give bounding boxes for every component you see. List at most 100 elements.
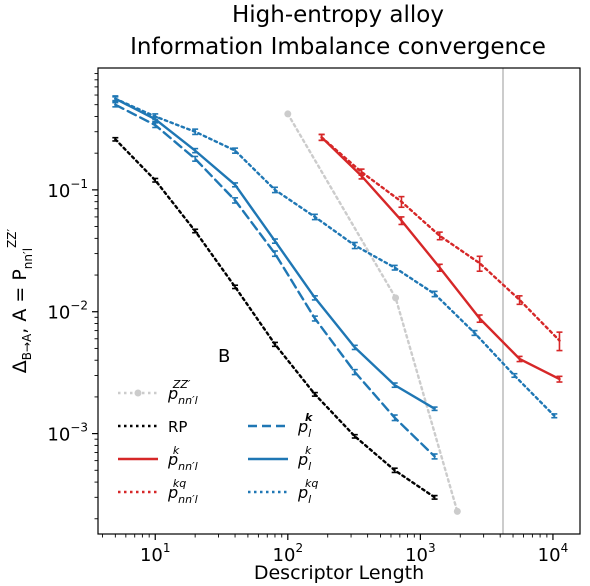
error-bar-4-8 bbox=[431, 453, 438, 460]
error-bar-2-4 bbox=[476, 314, 483, 324]
chart-title-line2: Information Imbalance convergence bbox=[130, 34, 546, 60]
error-bar-5-4 bbox=[271, 238, 278, 245]
plot-area: 101 102 103 104 10−1 10−2 10−3 bbox=[47, 67, 581, 566]
error-bar-6-4 bbox=[271, 186, 278, 194]
error-bar-1-7 bbox=[391, 467, 398, 474]
legend-label-2: pnn′lk bbox=[167, 444, 198, 473]
error-bar-2-2 bbox=[398, 216, 405, 226]
legend-label-6: plkq bbox=[297, 477, 318, 506]
x-tick-label-1: 102 bbox=[273, 541, 304, 566]
legend-item-2: pnn′lk bbox=[118, 444, 198, 473]
legend-item-0: pnn′lZZ′ bbox=[118, 378, 198, 407]
error-bar-5-8 bbox=[431, 406, 438, 412]
data-point-0-2 bbox=[453, 507, 461, 515]
error-bar-3-0 bbox=[318, 133, 325, 142]
chart-title-line1: High-entropy alloy bbox=[232, 2, 444, 28]
error-bar-6-10 bbox=[511, 372, 518, 379]
error-bar-4-2 bbox=[192, 155, 199, 162]
y-axis-label: ΔB→A, A = Pnn′lZZ′ bbox=[5, 228, 35, 373]
legend-label-1: RP bbox=[168, 418, 187, 436]
error-bar-2-6 bbox=[556, 375, 563, 383]
data-point-0-1 bbox=[392, 294, 400, 302]
series-6 bbox=[112, 95, 558, 419]
series-4 bbox=[112, 101, 438, 460]
error-bar-4-5 bbox=[311, 315, 318, 322]
y-label-rsub: nn′l bbox=[21, 248, 35, 269]
legend-item-4: plk bbox=[248, 411, 313, 440]
error-bar-6-7 bbox=[391, 264, 398, 271]
svg-text:ΔB→A, A = Pnn′lZZ′: ΔB→A, A = Pnn′lZZ′ bbox=[5, 228, 35, 373]
error-bar-4-4 bbox=[271, 250, 278, 258]
series-line-4 bbox=[114, 103, 436, 458]
series-1 bbox=[112, 136, 438, 500]
error-bar-4-7 bbox=[391, 414, 398, 422]
series-0 bbox=[284, 110, 461, 515]
y-tick-label-0: 10−1 bbox=[47, 177, 88, 202]
error-bar-6-3 bbox=[232, 147, 239, 154]
x-axis-label: Descriptor Length bbox=[254, 562, 424, 584]
series-5 bbox=[112, 96, 438, 412]
error-bar-3-5 bbox=[516, 295, 523, 306]
legend-item-1: RP bbox=[118, 418, 187, 436]
plot-frame bbox=[97, 67, 581, 535]
y-tick-label-1: 10−2 bbox=[47, 299, 88, 324]
ticks-layer: 101 102 103 104 10−1 10−2 10−3 bbox=[47, 73, 569, 566]
error-bar-3-2 bbox=[398, 195, 405, 209]
error-bar-1-8 bbox=[431, 494, 438, 500]
legend-label-5: plk bbox=[297, 444, 312, 473]
error-bar-6-9 bbox=[471, 329, 478, 337]
error-bar-3-1 bbox=[358, 168, 365, 176]
error-bar-1-0 bbox=[112, 136, 119, 142]
error-bar-3-3 bbox=[436, 231, 443, 241]
error-bar-1-2 bbox=[192, 228, 199, 234]
error-bar-5-7 bbox=[391, 382, 398, 389]
error-bar-1-1 bbox=[152, 177, 159, 183]
error-bar-4-0 bbox=[112, 101, 119, 108]
error-bar-5-2 bbox=[192, 147, 199, 154]
error-bar-6-8 bbox=[431, 290, 438, 298]
legend-label-3: pnn′lkq bbox=[167, 477, 198, 506]
error-bar-6-6 bbox=[351, 241, 358, 250]
error-bar-3-6 bbox=[556, 331, 563, 352]
x-tick-label-2: 103 bbox=[405, 541, 436, 566]
y-label-sub: B→A bbox=[20, 333, 34, 360]
error-bar-5-6 bbox=[351, 344, 358, 351]
y-label-rest: , A = P bbox=[9, 269, 31, 334]
x-tick-label-0: 101 bbox=[140, 541, 171, 566]
series-layer bbox=[112, 95, 563, 515]
error-bar-1-5 bbox=[311, 391, 318, 397]
legend-item-5: plk bbox=[248, 444, 312, 473]
error-bar-1-6 bbox=[351, 433, 358, 439]
series-line-2 bbox=[320, 136, 561, 381]
y-tick-label-2: 10−3 bbox=[47, 421, 88, 446]
error-bar-5-5 bbox=[311, 295, 318, 301]
error-bar-2-3 bbox=[436, 263, 443, 273]
error-bar-6-2 bbox=[192, 128, 199, 136]
y-label-rsup: ZZ′ bbox=[5, 228, 19, 247]
error-bar-6-11 bbox=[551, 413, 558, 419]
y-label-delta: Δ bbox=[9, 360, 31, 373]
series-line-6 bbox=[114, 97, 556, 417]
error-bar-3-4 bbox=[476, 255, 483, 273]
legend: pnn′lZZ′ RP pnn′lk pnn′lkq plk plk plkq bbox=[118, 378, 318, 506]
error-bar-4-6 bbox=[351, 368, 358, 376]
error-bar-4-3 bbox=[232, 197, 239, 204]
legend-label-4: plk bbox=[297, 411, 313, 440]
series-line-0 bbox=[286, 112, 459, 513]
error-bar-6-0 bbox=[112, 95, 119, 103]
data-point-0-0 bbox=[284, 110, 292, 118]
error-bar-5-3 bbox=[232, 182, 239, 188]
x-tick-label-3: 104 bbox=[538, 541, 569, 566]
panel-marker: B bbox=[218, 346, 230, 367]
error-bar-1-3 bbox=[232, 284, 239, 290]
legend-label-0: pnn′lZZ′ bbox=[167, 378, 198, 407]
error-bar-4-1 bbox=[152, 122, 159, 129]
error-bar-1-4 bbox=[271, 341, 278, 348]
error-bar-6-5 bbox=[311, 213, 318, 221]
error-bar-6-1 bbox=[152, 113, 159, 121]
series-3 bbox=[318, 133, 563, 352]
legend-item-3: pnn′lkq bbox=[118, 477, 198, 506]
error-bar-2-5 bbox=[516, 355, 523, 363]
legend-item-6: plkq bbox=[248, 477, 318, 506]
